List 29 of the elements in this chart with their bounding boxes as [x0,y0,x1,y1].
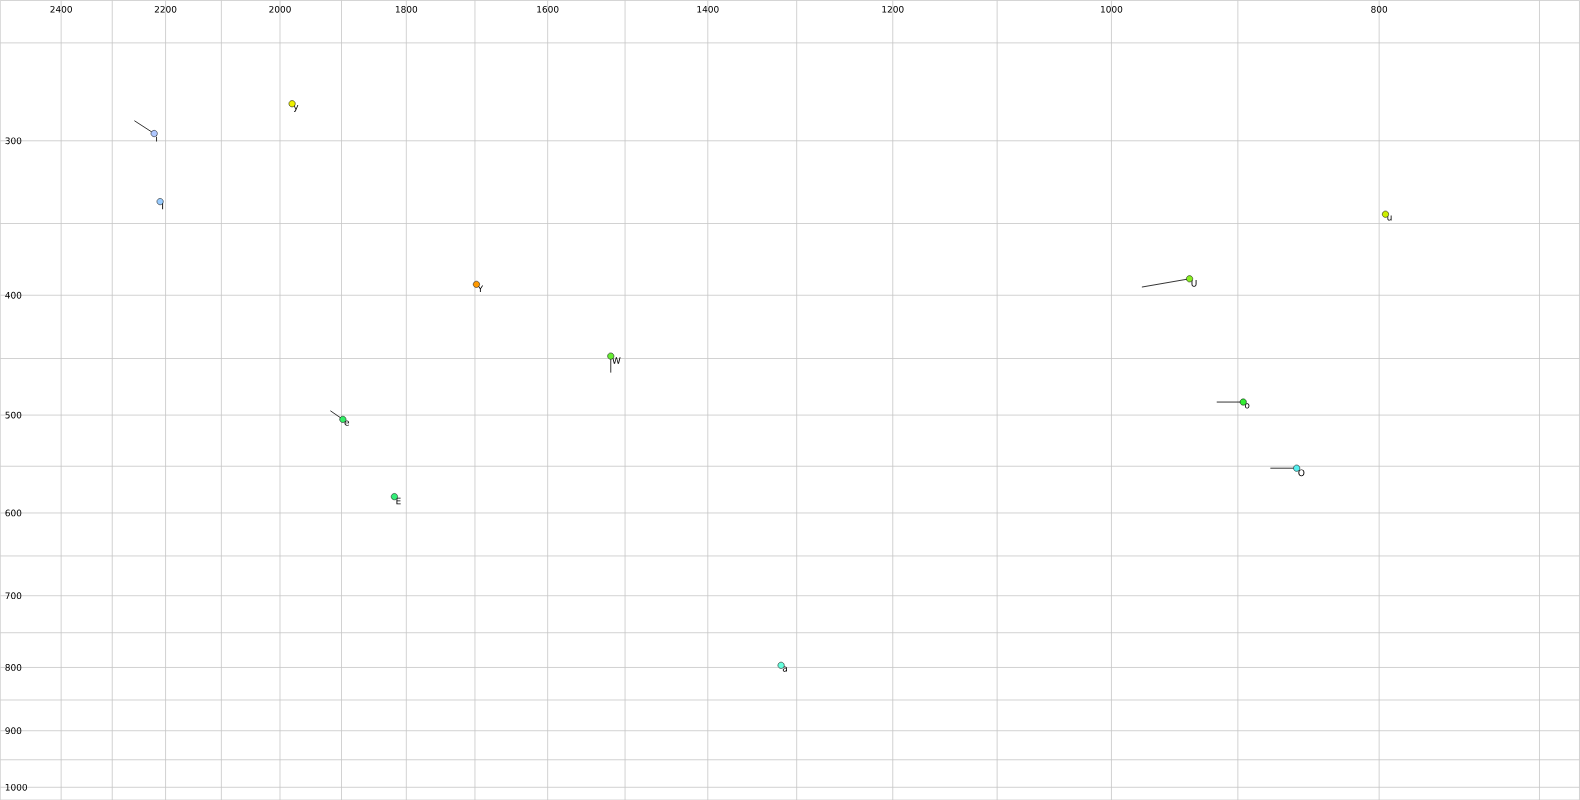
x-tick-label: 1200 [882,5,904,13]
x-tick-label: 1600 [537,5,559,13]
data-label: E [396,497,401,505]
x-tick-label: 1000 [1101,5,1123,13]
x-tick-label: 1400 [697,5,719,13]
x-tick-label: 2400 [50,5,72,13]
data-label: o [1244,403,1250,409]
y-tick-label: 500 [5,411,22,419]
y-tick-label: 700 [5,592,22,599]
y-tick-label: 400 [5,291,22,299]
data-label: U [1191,279,1197,287]
y-tick-label: 900 [5,727,22,734]
x-tick-label: 2000 [269,5,291,13]
data-label: e [344,420,350,426]
x-tick-label: 800 [1371,5,1388,13]
data-label: y [293,104,299,112]
y-tick-label: 300 [5,137,22,144]
data-label: O [1298,469,1305,476]
y-tick-label: 800 [5,663,22,671]
y-tick-label: 600 [5,509,22,517]
data-label: i [156,134,158,142]
data-label: a [782,666,787,672]
x-tick-label: 2200 [154,5,177,13]
data-label: W [612,357,621,364]
y-tick-label: 1000 [5,783,27,791]
data-label: Y [477,285,484,292]
data-label: I [162,202,164,210]
data-label: u [1387,215,1392,221]
x-tick-label: 1800 [395,5,418,13]
